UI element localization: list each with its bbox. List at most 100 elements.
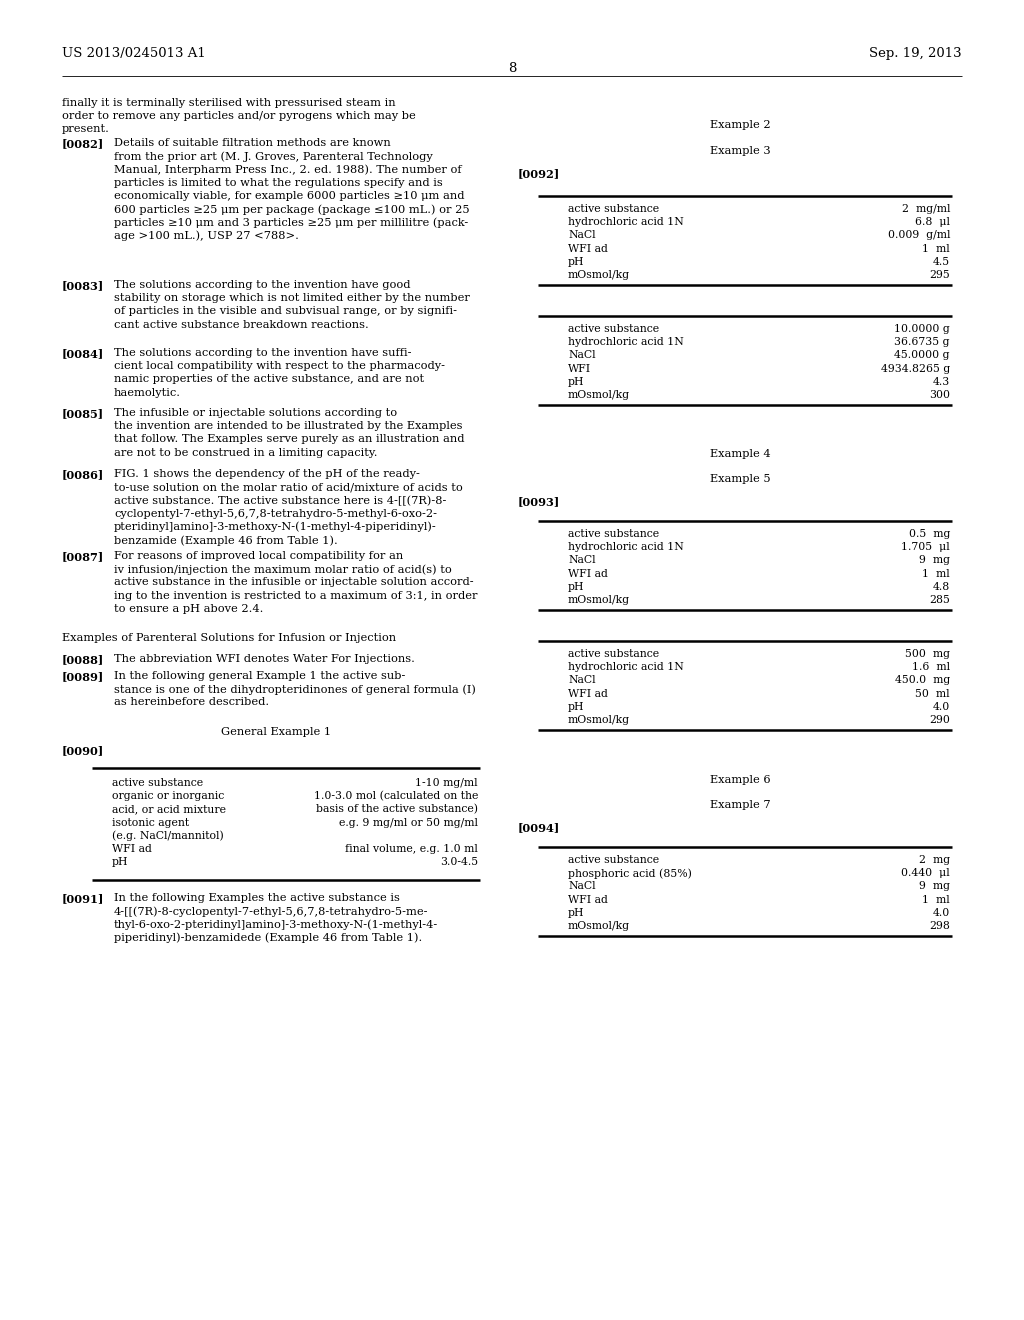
Text: from the prior art (M. J. Groves, Parenteral Technology: from the prior art (M. J. Groves, Parent… [114, 152, 433, 162]
Text: of particles in the visible and subvisual range, or by signifi-: of particles in the visible and subvisua… [114, 306, 457, 317]
Text: [0085]: [0085] [62, 408, 104, 418]
Text: FIG. 1 shows the dependency of the pH of the ready-: FIG. 1 shows the dependency of the pH of… [114, 469, 420, 479]
Text: active substance: active substance [568, 529, 659, 539]
Text: 6.8  μl: 6.8 μl [915, 218, 950, 227]
Text: e.g. 9 mg/ml or 50 mg/ml: e.g. 9 mg/ml or 50 mg/ml [339, 817, 478, 828]
Text: hydrochloric acid 1N: hydrochloric acid 1N [568, 337, 684, 347]
Text: cyclopentyl-7-ethyl-5,6,7,8-tetrahydro-5-methyl-6-oxo-2-: cyclopentyl-7-ethyl-5,6,7,8-tetrahydro-5… [114, 508, 437, 519]
Text: 4-[[(7R)-8-cyclopentyl-7-ethyl-5,6,7,8-tetrahydro-5-me-: 4-[[(7R)-8-cyclopentyl-7-ethyl-5,6,7,8-t… [114, 907, 428, 917]
Text: 0.009  g/ml: 0.009 g/ml [888, 231, 950, 240]
Text: the invention are intended to be illustrated by the Examples: the invention are intended to be illustr… [114, 421, 463, 432]
Text: [0088]: [0088] [62, 653, 104, 665]
Text: 4.8: 4.8 [933, 582, 950, 591]
Text: hydrochloric acid 1N: hydrochloric acid 1N [568, 663, 684, 672]
Text: pH: pH [568, 257, 585, 267]
Text: NaCl: NaCl [568, 231, 596, 240]
Text: 0.5  mg: 0.5 mg [908, 529, 950, 539]
Text: age >100 mL.), USP 27 <788>.: age >100 mL.), USP 27 <788>. [114, 231, 299, 242]
Text: cient local compatibility with respect to the pharmacody-: cient local compatibility with respect t… [114, 362, 445, 371]
Text: namic properties of the active substance, and are not: namic properties of the active substance… [114, 375, 424, 384]
Text: mOsmol/kg: mOsmol/kg [568, 595, 630, 605]
Text: The solutions according to the invention have suffi-: The solutions according to the invention… [114, 348, 412, 358]
Text: Example 2: Example 2 [710, 120, 770, 129]
Text: hydrochloric acid 1N: hydrochloric acid 1N [568, 543, 684, 552]
Text: finally it is terminally sterilised with pressurised steam in: finally it is terminally sterilised with… [62, 98, 395, 108]
Text: mOsmol/kg: mOsmol/kg [568, 389, 630, 400]
Text: 600 particles ≥25 μm per package (package ≤100 mL.) or 25: 600 particles ≥25 μm per package (packag… [114, 205, 470, 215]
Text: WFI ad: WFI ad [568, 895, 608, 904]
Text: NaCl: NaCl [568, 676, 596, 685]
Text: active substance in the infusible or injectable solution accord-: active substance in the infusible or inj… [114, 577, 474, 587]
Text: The infusible or injectable solutions according to: The infusible or injectable solutions ac… [114, 408, 397, 418]
Text: Example 7: Example 7 [710, 800, 770, 810]
Text: 0.440  μl: 0.440 μl [901, 869, 950, 878]
Text: order to remove any particles and/or pyrogens which may be: order to remove any particles and/or pyr… [62, 111, 416, 121]
Text: US 2013/0245013 A1: US 2013/0245013 A1 [62, 48, 206, 59]
Text: 1  ml: 1 ml [923, 895, 950, 904]
Text: ing to the invention is restricted to a maximum of 3:1, in order: ing to the invention is restricted to a … [114, 590, 477, 601]
Text: pH: pH [568, 702, 585, 711]
Text: haemolytic.: haemolytic. [114, 388, 181, 397]
Text: piperidinyl)-benzamidede (Example 46 from Table 1).: piperidinyl)-benzamidede (Example 46 fro… [114, 933, 422, 944]
Text: General Example 1: General Example 1 [221, 727, 331, 737]
Text: Example 6: Example 6 [710, 775, 770, 785]
Text: NaCl: NaCl [568, 556, 596, 565]
Text: 3.0-4.5: 3.0-4.5 [440, 857, 478, 867]
Text: to ensure a pH above 2.4.: to ensure a pH above 2.4. [114, 603, 263, 614]
Text: 1.0-3.0 mol (calculated on the: 1.0-3.0 mol (calculated on the [313, 791, 478, 801]
Text: 1.705  μl: 1.705 μl [901, 543, 950, 552]
Text: Example 5: Example 5 [710, 474, 770, 484]
Text: [0082]: [0082] [62, 139, 104, 149]
Text: stance is one of the dihydropteridinones of general formula (I): stance is one of the dihydropteridinones… [114, 684, 476, 694]
Text: 1  ml: 1 ml [923, 244, 950, 253]
Text: [0084]: [0084] [62, 348, 104, 359]
Text: 295: 295 [929, 271, 950, 280]
Text: [0087]: [0087] [62, 550, 104, 562]
Text: acid, or acid mixture: acid, or acid mixture [112, 804, 226, 814]
Text: (e.g. NaCl/mannitol): (e.g. NaCl/mannitol) [112, 830, 224, 841]
Text: particles ≥10 μm and 3 particles ≥25 μm per millilitre (pack-: particles ≥10 μm and 3 particles ≥25 μm … [114, 218, 468, 228]
Text: WFI ad: WFI ad [568, 689, 608, 698]
Text: 2  mg/ml: 2 mg/ml [901, 205, 950, 214]
Text: mOsmol/kg: mOsmol/kg [568, 271, 630, 280]
Text: mOsmol/kg: mOsmol/kg [568, 715, 630, 725]
Text: 450.0  mg: 450.0 mg [895, 676, 950, 685]
Text: active substance: active substance [568, 323, 659, 334]
Text: 8: 8 [508, 62, 516, 75]
Text: NaCl: NaCl [568, 882, 596, 891]
Text: iv infusion/injection the maximum molar ratio of acid(s) to: iv infusion/injection the maximum molar … [114, 564, 452, 574]
Text: 9  mg: 9 mg [919, 556, 950, 565]
Text: pH: pH [568, 908, 585, 917]
Text: 290: 290 [929, 715, 950, 725]
Text: [0083]: [0083] [62, 280, 104, 290]
Text: particles is limited to what the regulations specify and is: particles is limited to what the regulat… [114, 178, 442, 187]
Text: 4.0: 4.0 [933, 908, 950, 917]
Text: Example 3: Example 3 [710, 147, 770, 156]
Text: 4.5: 4.5 [933, 257, 950, 267]
Text: Examples of Parenteral Solutions for Infusion or Injection: Examples of Parenteral Solutions for Inf… [62, 634, 396, 643]
Text: 1-10 mg/ml: 1-10 mg/ml [416, 777, 478, 788]
Text: phosphoric acid (85%): phosphoric acid (85%) [568, 869, 692, 879]
Text: 4934.8265 g: 4934.8265 g [881, 363, 950, 374]
Text: Example 4: Example 4 [710, 449, 770, 459]
Text: pH: pH [568, 376, 585, 387]
Text: 36.6735 g: 36.6735 g [895, 337, 950, 347]
Text: 500  mg: 500 mg [905, 649, 950, 659]
Text: 285: 285 [929, 595, 950, 605]
Text: [0086]: [0086] [62, 469, 104, 480]
Text: isotonic agent: isotonic agent [112, 817, 189, 828]
Text: basis of the active substance): basis of the active substance) [316, 804, 478, 814]
Text: active substance: active substance [568, 855, 659, 865]
Text: In the following general Example 1 the active sub-: In the following general Example 1 the a… [114, 671, 406, 681]
Text: 2  mg: 2 mg [919, 855, 950, 865]
Text: pH: pH [568, 582, 585, 591]
Text: active substance: active substance [568, 649, 659, 659]
Text: mOsmol/kg: mOsmol/kg [568, 921, 630, 931]
Text: [0094]: [0094] [518, 822, 560, 833]
Text: 10.0000 g: 10.0000 g [894, 323, 950, 334]
Text: final volume, e.g. 1.0 ml: final volume, e.g. 1.0 ml [345, 843, 478, 854]
Text: to-use solution on the molar ratio of acid/mixture of acids to: to-use solution on the molar ratio of ac… [114, 482, 463, 492]
Text: organic or inorganic: organic or inorganic [112, 791, 224, 801]
Text: pteridinyl]amino]-3-methoxy-N-(1-methyl-4-piperidinyl)-: pteridinyl]amino]-3-methoxy-N-(1-methyl-… [114, 521, 437, 532]
Text: are not to be construed in a limiting capacity.: are not to be construed in a limiting ca… [114, 447, 378, 458]
